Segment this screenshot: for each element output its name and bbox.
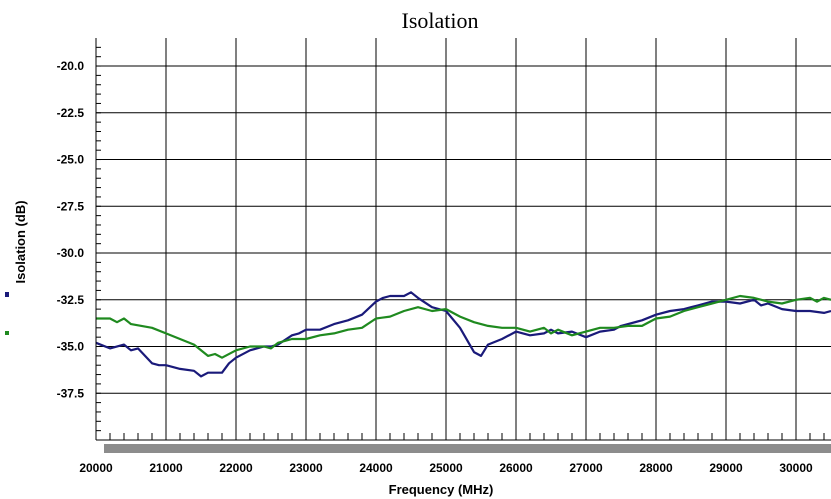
x-tick-label: 23000 [289,461,323,475]
y-tick-label: -30.0 [57,246,85,260]
y-tick-label: -20.0 [57,59,85,73]
x-tick-label: 26000 [499,461,533,475]
x-tick-label: 22000 [219,461,253,475]
x-tick-label: 21000 [149,461,183,475]
x-tick-label: 29000 [709,461,743,475]
y-tick-label: -25.0 [57,153,85,167]
series-2-legend-marker [5,331,9,335]
tick-labels: 20000 21000 22000 23000 24000 25000 26000 27000… [57,59,813,475]
series-1-legend-marker [5,292,9,297]
series-1-line [95,291,831,378]
y-tick-label: -32.5 [57,293,85,307]
y-tick-label: -27.5 [57,199,85,213]
x-tick-label: 27000 [569,461,603,475]
x-tick-label: 24000 [359,461,393,475]
chart-title: Isolation [402,8,479,33]
series-2-line [96,294,831,359]
series-layer [95,291,831,378]
x-tick-label: 25000 [429,461,463,475]
x-tick-label: 30000 [779,461,813,475]
y-tick-label: -37.5 [57,386,85,400]
y-axis-label: Isolation (dB) [13,200,28,283]
x-tick-label: 28000 [639,461,673,475]
grid-layer [95,38,831,440]
y-tick-label: -22.5 [57,106,85,120]
y-tick-label: -35.0 [57,340,85,354]
x-tick-label: 20000 [79,461,113,475]
minor-ticks [96,46,825,440]
x-axis-label: Frequency (MHz) [389,482,494,497]
horizontal-scrollbar[interactable] [104,444,831,453]
